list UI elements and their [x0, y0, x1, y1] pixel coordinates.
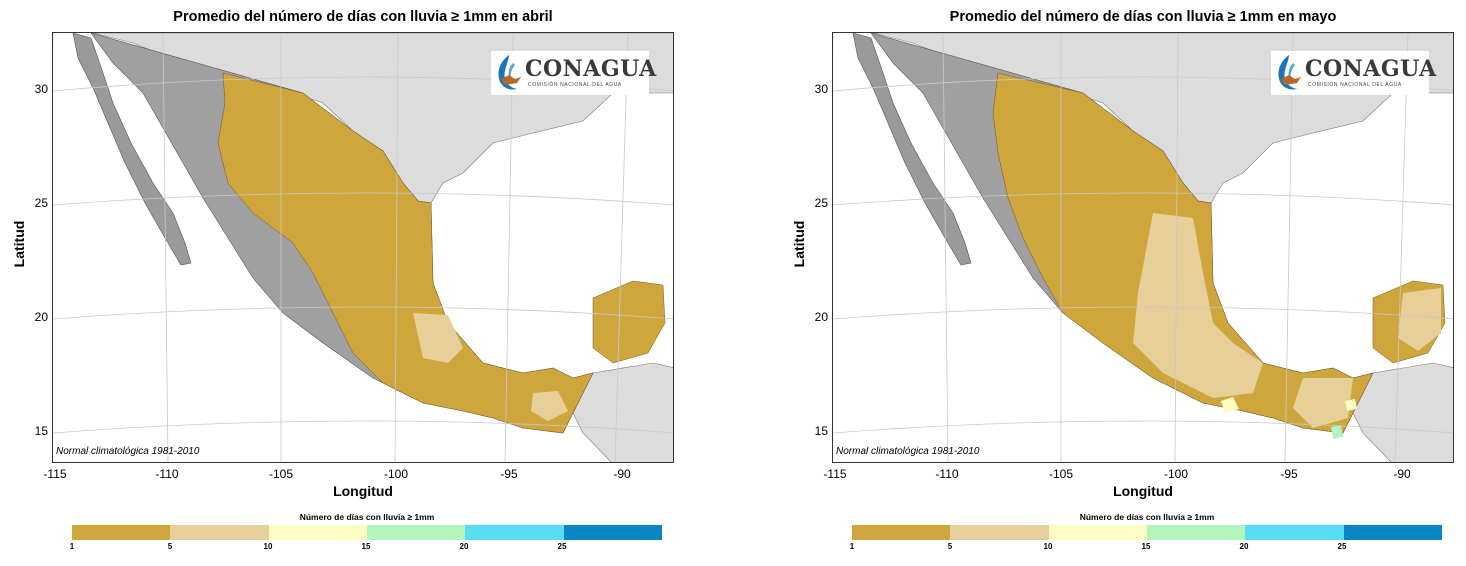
legend-swatch	[268, 525, 367, 540]
x-tick: -95	[1280, 467, 1298, 481]
legend-swatch	[1245, 525, 1344, 540]
y-tick: 20	[814, 310, 828, 324]
x-tick: -115	[823, 467, 847, 481]
legend-tick: 1	[849, 542, 855, 551]
legend-title: Número de días con lluvia ≥ 1mm	[299, 512, 435, 522]
legend-swatch	[1048, 525, 1147, 540]
legend-swatch	[950, 525, 1049, 540]
y-tick: 25	[34, 196, 48, 210]
credit-note: Normal climatológica 1981-2010	[836, 446, 980, 457]
map-canvas	[53, 33, 673, 462]
conagua-emblem-icon	[1278, 55, 1301, 90]
rain-class-10-15-b	[1345, 399, 1357, 411]
x-axis-title: Longitud	[1113, 483, 1173, 499]
y-axis-title: Latitud	[11, 220, 27, 268]
map-panel-may: Promedio del número de días con lluvia ≥…	[780, 0, 1466, 566]
map-canvas	[833, 33, 1453, 462]
conagua-emblem-icon	[498, 55, 521, 90]
map-title: Promedio del número de días con lluvia ≥…	[949, 9, 1337, 25]
y-tick: 15	[814, 424, 828, 438]
legend-tick: 20	[459, 542, 469, 551]
legend-colorbar	[852, 525, 1442, 540]
legend-swatch	[1146, 525, 1246, 540]
legend-tick: 15	[1141, 542, 1151, 551]
x-tick: -90	[1393, 467, 1411, 481]
legend-swatch	[170, 525, 269, 540]
rain-class-5-10	[413, 313, 463, 363]
baja-california	[72, 33, 192, 266]
y-axis-title: Latitud	[791, 220, 807, 268]
x-tick: -105	[1048, 467, 1074, 481]
map-title: Promedio del número de días con lluvia ≥…	[173, 9, 553, 25]
legend-swatch	[852, 525, 951, 540]
logo-wordmark: CONAGUA	[525, 56, 657, 82]
legend-swatch	[72, 525, 171, 540]
x-tick: -105	[268, 467, 294, 481]
map-frame: Normal climatológica 1981-2010 CONAGUA C…	[832, 32, 1454, 463]
legend-tick: 25	[557, 542, 567, 551]
map-panel-april: Promedio del número de días con lluvia ≥…	[0, 0, 700, 566]
y-tick: 30	[34, 82, 48, 96]
x-tick: -115	[43, 467, 67, 481]
rain-class-5-10	[1133, 213, 1263, 398]
legend-tick: 10	[1043, 542, 1053, 551]
rain-class-5-10-c	[1398, 288, 1441, 351]
central-america-land	[1352, 362, 1453, 462]
logo-subtitle: COMISIÓN NACIONAL DEL AGUA	[528, 82, 622, 88]
x-tick: -110	[935, 467, 959, 481]
legend-tick: 25	[1337, 542, 1347, 551]
rain-class-5-10-b	[531, 391, 568, 421]
x-tick: -100	[1163, 467, 1189, 481]
x-tick: -95	[500, 467, 518, 481]
legend-tick: 5	[947, 542, 953, 551]
legend-colorbar	[72, 525, 662, 540]
y-tick: 20	[34, 310, 48, 324]
legend-tick: 10	[263, 542, 273, 551]
legend-swatch	[1343, 525, 1442, 540]
logo-wordmark: CONAGUA	[1305, 56, 1437, 82]
rain-class-15-20	[1331, 425, 1343, 439]
legend-tick: 15	[361, 542, 371, 551]
y-tick: 25	[814, 196, 828, 210]
x-tick: -90	[613, 467, 631, 481]
legend-tick: 20	[1239, 542, 1249, 551]
graticule	[833, 33, 1453, 462]
yucatan-1-5	[592, 280, 666, 364]
x-axis-title: Longitud	[333, 483, 393, 499]
legend-swatch	[465, 525, 564, 540]
y-tick: 15	[34, 424, 48, 438]
rain-class-10-15	[1221, 397, 1239, 413]
legend-tick: 5	[167, 542, 173, 551]
y-tick: 30	[814, 82, 828, 96]
rain-class-1-5	[217, 72, 594, 434]
conagua-logo: CONAGUA COMISIÓN NACIONAL DEL AGUA	[491, 51, 656, 95]
legend-swatch	[563, 525, 662, 540]
x-tick: -100	[383, 467, 409, 481]
legend-tick: 1	[69, 542, 75, 551]
x-tick: -110	[155, 467, 179, 481]
legend-swatch	[366, 525, 466, 540]
legend-title: Número de días con lluvia ≥ 1mm	[1079, 512, 1215, 522]
baja-california	[852, 33, 972, 266]
conagua-logo: CONAGUA COMISIÓN NACIONAL DEL AGUA	[1271, 51, 1436, 95]
central-america-land	[572, 362, 673, 462]
logo-subtitle: COMISIÓN NACIONAL DEL AGUA	[1308, 82, 1402, 88]
rain-class-5-10-b	[1293, 378, 1353, 428]
credit-note: Normal climatológica 1981-2010	[56, 446, 200, 457]
map-frame: Normal climatológica 1981-2010 CONAGUA C…	[52, 32, 674, 463]
